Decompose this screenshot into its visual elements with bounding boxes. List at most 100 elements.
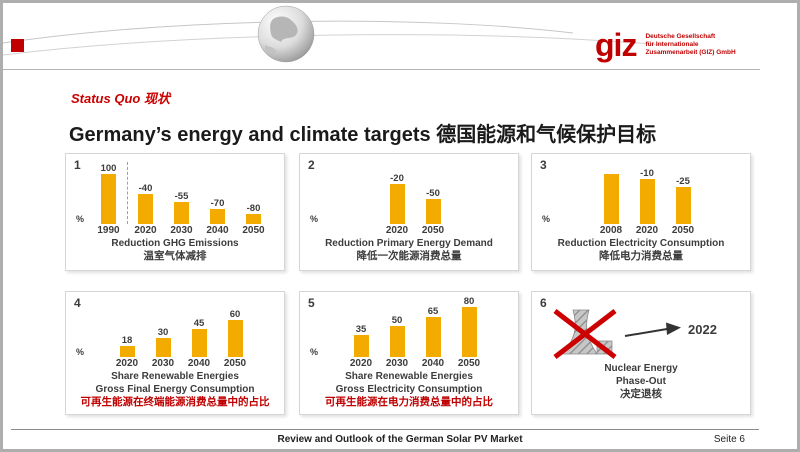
- panel-number: 1: [74, 158, 81, 172]
- bar-column: 50 2030: [379, 295, 415, 370]
- bar-year-label: 2050: [671, 225, 695, 236]
- panel-electricity-consumption: 3 % 2008 -10 2020 -25 2050 Reduction Electri…: [531, 153, 751, 271]
- panel-caption-zh: 温室气体减排: [143, 250, 207, 262]
- bar-value-label: 35: [355, 324, 367, 335]
- bar-chart-ghg-emissions: % 100 1990 -40 2020 -55 2030 -70 2040 -80 2050: [66, 162, 284, 237]
- bar-chart-electricity-consumption: % 2008 -10 2020 -25 2050: [532, 162, 750, 237]
- bar-column: -40 2020: [128, 162, 164, 237]
- panel-caption-en: Reduction Electricity Consumption: [557, 238, 725, 249]
- panel-caption-en2: Gross Electricity Consumption: [335, 384, 483, 395]
- bar-year-label: 2050: [242, 225, 265, 236]
- bar-column: 45 2040: [181, 295, 217, 370]
- bar: [210, 209, 225, 224]
- footer-title: Review and Outlook of the German Solar P…: [277, 434, 523, 445]
- bar-value-label: -40: [138, 183, 153, 194]
- bar: [461, 307, 477, 357]
- bar-year-label: 2020: [134, 225, 157, 236]
- panel-caption-zh: 降低电力消费总量: [599, 250, 683, 262]
- bar: [603, 174, 619, 224]
- corner-accent-square: [11, 39, 24, 52]
- bar: [675, 186, 691, 224]
- y-axis-label: %: [310, 347, 319, 357]
- bar-year-label: 2040: [187, 358, 211, 369]
- panel-number: 2: [308, 158, 315, 172]
- bar: [119, 345, 135, 357]
- panel-number: 6: [540, 296, 547, 310]
- giz-logo-text: giz: [595, 27, 637, 63]
- bar-value-label: 30: [157, 327, 169, 338]
- bar-year-label: 2050: [457, 358, 481, 369]
- bar: [389, 184, 405, 224]
- bar: [639, 179, 655, 224]
- panel-number: 3: [540, 158, 547, 172]
- arrow-head: [666, 322, 681, 335]
- panel-nuclear-phase-out: 6 2022 Nuclear Energy Phase-Out 决定退核: [531, 291, 751, 415]
- globe-continent: [270, 16, 298, 42]
- bar-column: 65 2040: [415, 295, 451, 370]
- bar-column: -70 2040: [200, 162, 236, 237]
- bar-column: -20 2020: [379, 162, 415, 237]
- bar-value-label: 45: [193, 318, 205, 329]
- bar: [155, 338, 171, 357]
- bar-year-label: 1990: [97, 225, 120, 236]
- bar: [425, 199, 441, 224]
- giz-logo: giz Deutsche Gesellschaft für Internatio…: [595, 27, 736, 63]
- bar: [101, 174, 116, 224]
- panel-caption-zh: 降低一次能源消费总量: [356, 250, 462, 262]
- globe-continent: [265, 45, 277, 54]
- giz-subtext-line: für Internationale: [645, 41, 699, 48]
- panel-caption-en2: Gross Final Energy Consumption: [95, 384, 255, 395]
- bar-value-label: 80: [463, 296, 475, 307]
- bar-column: -80 2050: [236, 162, 272, 237]
- bar: [425, 316, 441, 357]
- bar-year-label: 2008: [599, 225, 623, 236]
- bar-year-label: 2020: [635, 225, 659, 236]
- arrow-icon: [624, 328, 668, 337]
- giz-logo-subtext: Deutsche Gesellschaft für Internationale…: [645, 33, 735, 57]
- bar-column: 100 1990: [91, 162, 127, 237]
- panel-number: 4: [74, 296, 81, 310]
- bar: [138, 194, 153, 224]
- panel-caption-en: Share Renewable Energies: [111, 371, 239, 382]
- bar-year-label: 2040: [206, 225, 229, 236]
- bar-column: 2008: [593, 162, 629, 237]
- bar-chart-renewables-electricity: % 35 2020 50 2030 65 2040 80 2050: [300, 295, 518, 370]
- panel-caption-en2: Phase-Out: [615, 376, 666, 387]
- panel-number: 5: [308, 296, 315, 310]
- bar: [389, 326, 405, 357]
- panel-caption-en: Share Renewable Energies: [345, 371, 473, 382]
- footer-divider: [11, 429, 759, 430]
- bar-value-label: -70: [210, 198, 225, 209]
- bar-column: 80 2050: [451, 295, 487, 370]
- bar-column: -25 2050: [665, 162, 701, 237]
- bar-value-label: -25: [676, 175, 690, 187]
- nuclear-phase-out-graphic: 2022: [553, 309, 717, 359]
- bar: [246, 214, 261, 224]
- panel-caption-en: Reduction GHG Emissions: [111, 238, 239, 249]
- panel-ghg-emissions: 1 % 100 1990 -40 2020 -55 2030 -70 2040 -80 2050 …: [65, 153, 285, 271]
- giz-subtext-line: Zusammenarbeit (GIZ) GmbH: [645, 49, 736, 56]
- panel-caption-en: Reduction Primary Energy Demand: [325, 238, 493, 249]
- bar-value-label: 65: [427, 305, 439, 317]
- panel-caption-en: Nuclear Energy: [604, 363, 678, 374]
- bar-value-label: 60: [229, 308, 241, 320]
- bar-value-label: -20: [390, 173, 404, 184]
- swoosh-line: [3, 34, 664, 56]
- bar-column: -50 2050: [415, 162, 451, 237]
- panel-primary-energy-demand: 2 % -20 2020 -50 2050 Reduction Primary Ene…: [299, 153, 519, 271]
- panel-caption-zh: 决定退核: [620, 388, 662, 400]
- bar-value-label: 18: [121, 334, 133, 346]
- giz-subtext-line: Deutsche Gesellschaft: [645, 33, 716, 40]
- bar-column: -55 2030: [164, 162, 200, 237]
- bar-year-label: 2040: [421, 358, 445, 369]
- page-number: Seite 6: [713, 434, 745, 445]
- bar-value-label: -55: [174, 190, 189, 202]
- bar: [227, 319, 243, 357]
- phase-out-year: 2022: [688, 322, 717, 337]
- bar-year-label: 2020: [349, 358, 373, 369]
- slide-title: Germany’s energy and climate targets 德国能…: [69, 124, 657, 147]
- bar-year-label: 2020: [385, 225, 409, 236]
- baseline-separator: [126, 162, 128, 224]
- bar-value-label: 100: [100, 163, 117, 174]
- panel-renewables-final-energy: 4 % 18 2020 30 2030 45 2040 60 2050 Share Renew…: [65, 291, 285, 415]
